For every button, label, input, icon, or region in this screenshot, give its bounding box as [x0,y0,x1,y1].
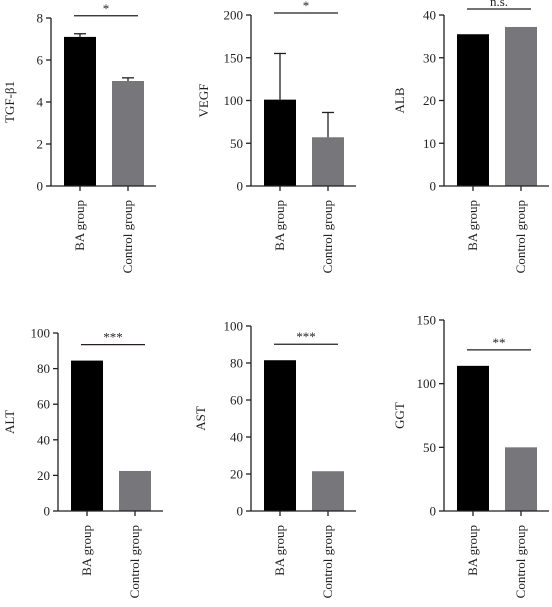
category-label: Control group [320,200,335,273]
y-tick-label: 100 [31,326,51,341]
y-tick-label: 0 [430,504,437,519]
y-tick-label: 10 [423,136,436,151]
y-tick-label: 0 [237,504,244,519]
y-tick-label: 20 [230,467,243,482]
y-axis-label: AST [193,406,208,431]
bar-ba-group [457,365,489,511]
chart-panel-3: 0 10 20 30 40 BA group Control group ALB n.s. [392,0,549,273]
bar-control-group [112,81,144,186]
category-label: Control group [513,525,528,598]
significance-label: * [303,0,310,13]
significance-label: *** [103,330,123,345]
y-tick-label: 6 [37,53,44,68]
category-label: BA group [465,200,480,251]
y-tick-label: 40 [37,432,50,447]
bar-ba-group [264,99,296,186]
y-tick-label: 40 [423,8,436,23]
significance-label: ** [493,335,506,350]
y-tick-label: 80 [230,356,243,371]
category-label: Control group [513,200,528,273]
y-tick-label: 30 [423,50,436,65]
y-axis-label: VEGF [196,84,211,118]
y-tick-label: 100 [417,376,437,391]
y-tick-label: 50 [230,136,243,151]
bar-ba-group [457,34,489,186]
chart-panel-1: 0 2 4 6 8 BA group Control group TGF-β1 * [2,1,156,273]
category-label: BA group [72,200,87,251]
y-axis-label: GGT [392,402,407,429]
y-tick-label: 0 [237,179,244,194]
significance-label: *** [296,329,316,344]
y-tick-label: 0 [430,179,437,194]
y-axis-label: TGF-β1 [2,81,17,123]
y-tick-label: 20 [37,468,50,483]
category-label: BA group [465,525,480,576]
y-tick-label: 200 [224,8,244,23]
bar-control-group [312,137,344,186]
y-tick-label: 100 [224,93,244,108]
y-tick-label: 60 [230,393,243,408]
category-label: BA group [272,200,287,251]
y-tick-label: 40 [230,430,243,445]
category-label: BA group [272,525,287,576]
y-tick-label: 20 [423,93,436,108]
bar-ba-group [64,36,96,187]
category-label: Control group [320,525,335,598]
bar-control-group [505,26,537,186]
y-axis-label: ALT [2,410,17,434]
chart-panel-5: 0 20 40 60 80 100 BA group Control group AST *** [193,319,356,598]
bar-ba-group [71,360,103,511]
significance-label: * [103,1,110,16]
y-tick-label: 0 [37,179,44,194]
y-tick-label: 2 [37,137,44,152]
bar-control-group [119,470,151,511]
y-tick-label: 4 [37,95,44,110]
y-tick-label: 100 [224,319,244,334]
chart-panel-4: 0 20 40 60 80 100 BA group Control group ALT *** [2,326,163,598]
category-label: Control group [120,200,135,273]
significance-label: n.s. [490,0,508,9]
y-tick-label: 8 [37,11,44,26]
category-label: BA group [79,525,94,576]
category-label: Control group [127,525,142,598]
y-tick-label: 0 [44,504,51,519]
y-tick-label: 80 [37,361,50,376]
chart-panel-2: 0 50 100 150 200 BA group Control group VEGF * [196,0,356,273]
y-tick-label: 150 [417,313,437,328]
y-axis-label: ALB [392,87,407,113]
y-tick-label: 150 [224,50,244,65]
bar-control-group [312,471,344,511]
bar-control-group [505,447,537,511]
y-tick-label: 50 [423,440,436,455]
y-tick-label: 60 [37,397,50,412]
chart-panel-6: 0 50 100 150 BA group Control group GGT ** [392,313,549,598]
bar-ba-group [264,360,296,511]
